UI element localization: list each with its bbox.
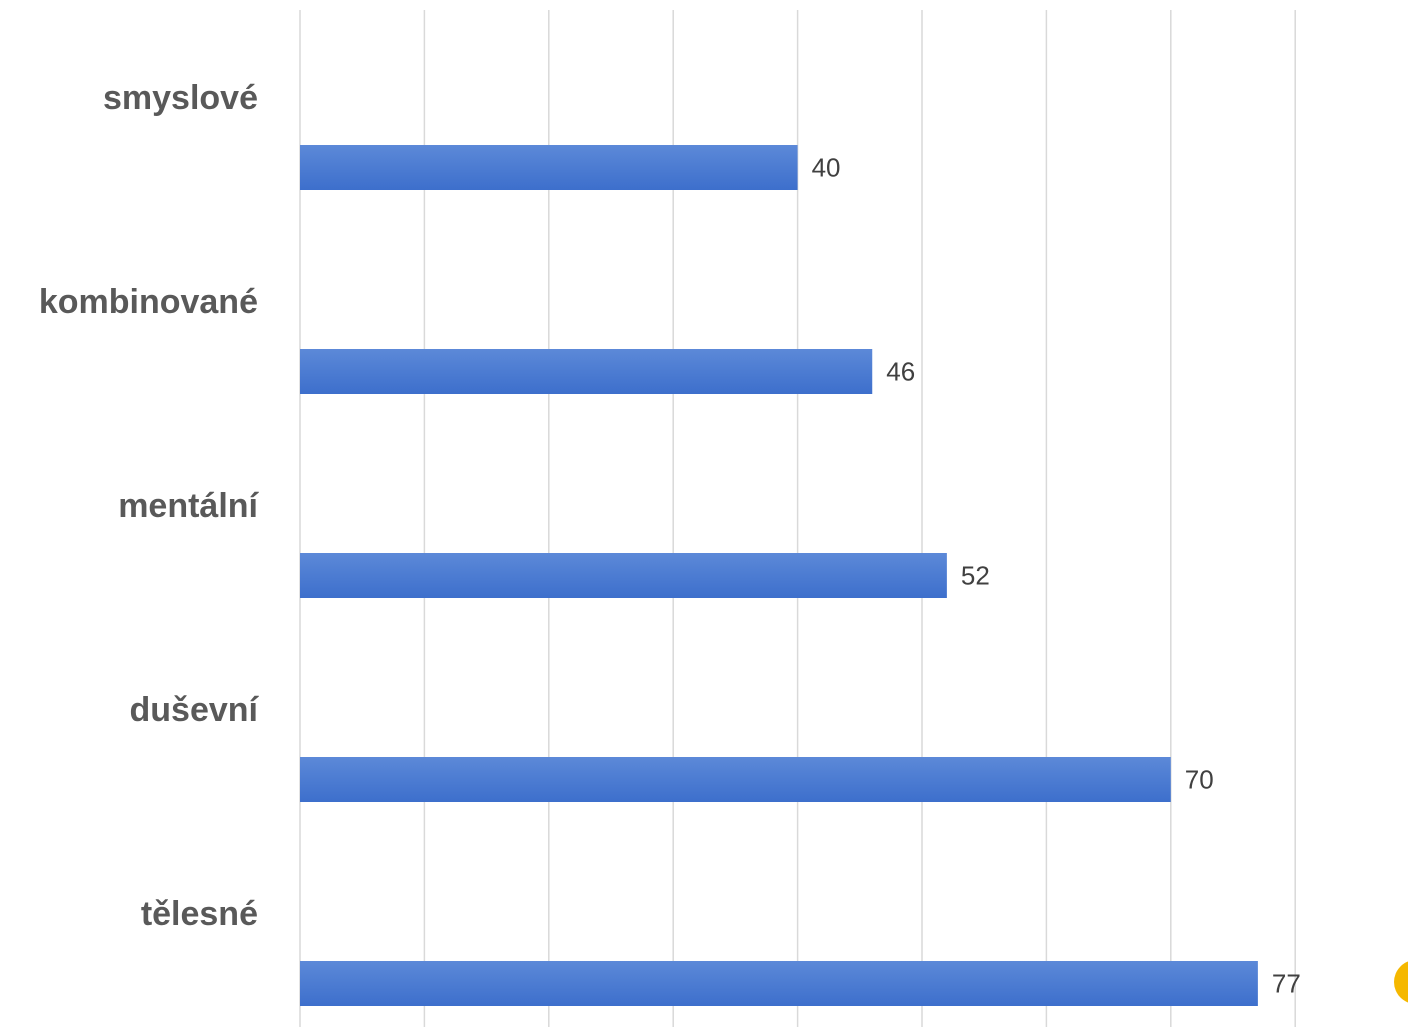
corner-decoration — [1394, 960, 1408, 1004]
value-label: 52 — [961, 561, 990, 591]
bars — [300, 145, 1258, 1006]
category-label: duševní — [130, 691, 260, 729]
category-label: mentální — [118, 487, 259, 525]
category-label: smyslové — [103, 79, 258, 117]
value-label: 70 — [1185, 765, 1214, 795]
bar-1 — [300, 145, 798, 190]
bar-2 — [300, 349, 873, 394]
bar-4 — [300, 757, 1171, 802]
bar-3 — [300, 553, 947, 598]
value-label: 40 — [812, 153, 841, 183]
bar-5 — [300, 961, 1258, 1006]
category-label: tělesné — [141, 895, 258, 933]
category-label: kombinované — [39, 283, 258, 321]
value-label: 77 — [1272, 969, 1301, 999]
labels: smyslové 40 kombinované 46 mentální 52 duševní… — [39, 79, 1301, 999]
value-label: 46 — [886, 357, 915, 387]
